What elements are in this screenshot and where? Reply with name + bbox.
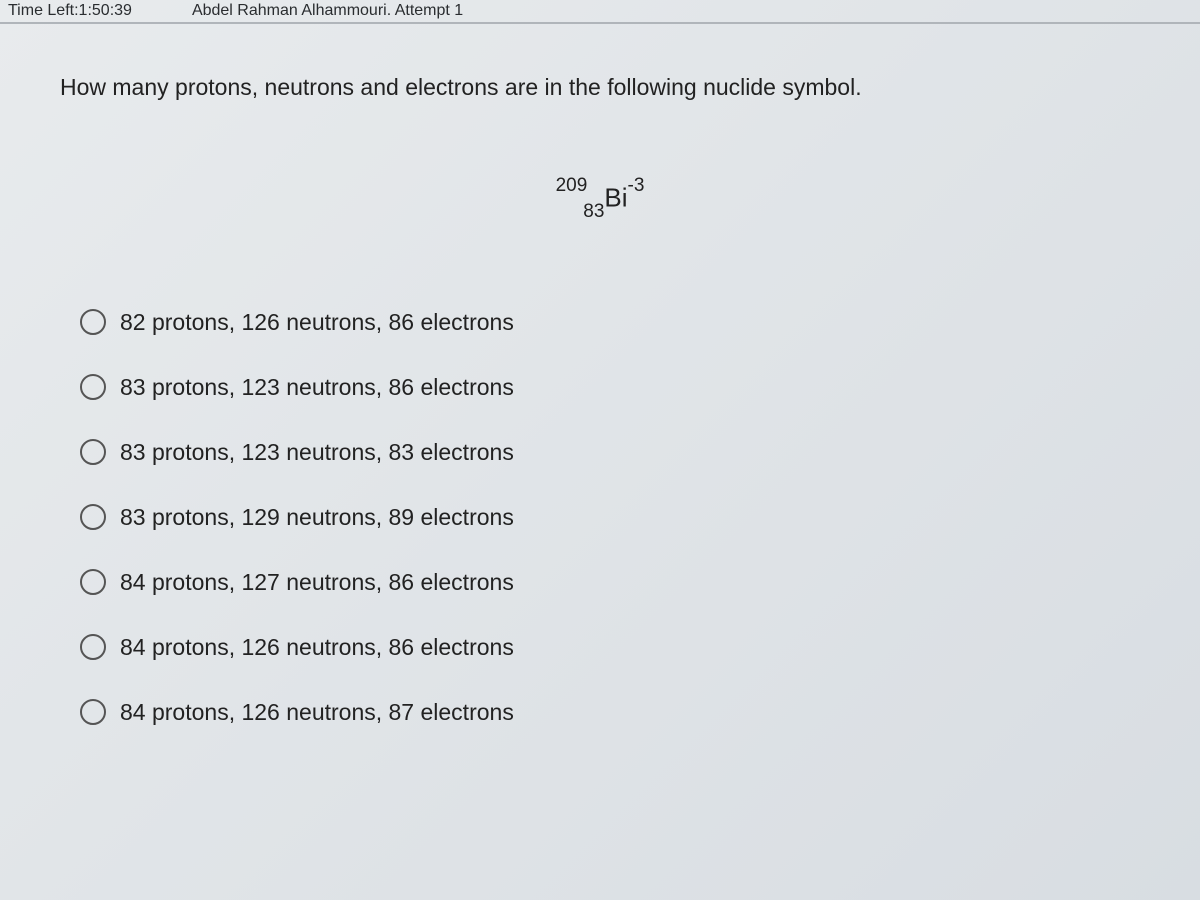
user-name: Abdel Rahman Alhammouri. Attempt 1 bbox=[192, 2, 463, 20]
mass-number: 209 bbox=[556, 175, 588, 196]
radio-icon[interactable] bbox=[80, 699, 106, 725]
option-5[interactable]: 84 protons, 127 neutrons, 86 electrons bbox=[80, 569, 1140, 596]
option-7[interactable]: 84 protons, 126 neutrons, 87 electrons bbox=[80, 699, 1140, 726]
time-left-label: Time Left: bbox=[8, 2, 79, 19]
radio-icon[interactable] bbox=[80, 309, 106, 335]
time-left: Time Left:1:50:39 bbox=[8, 2, 132, 20]
atomic-number: 83 bbox=[583, 201, 604, 222]
option-4[interactable]: 83 protons, 129 neutrons, 89 electrons bbox=[80, 504, 1140, 531]
option-text: 82 protons, 126 neutrons, 86 electrons bbox=[120, 309, 514, 336]
radio-icon[interactable] bbox=[80, 634, 106, 660]
option-3[interactable]: 83 protons, 123 neutrons, 83 electrons bbox=[80, 439, 1140, 466]
option-text: 84 protons, 126 neutrons, 86 electrons bbox=[120, 634, 514, 661]
nuclide-symbol: 20983Bi-3 bbox=[60, 181, 1140, 219]
option-6[interactable]: 84 protons, 126 neutrons, 86 electrons bbox=[80, 634, 1140, 661]
user-name-text: Abdel Rahman Alhammouri. bbox=[192, 2, 391, 19]
radio-icon[interactable] bbox=[80, 569, 106, 595]
radio-icon[interactable] bbox=[80, 504, 106, 530]
option-text: 83 protons, 123 neutrons, 86 electrons bbox=[120, 374, 514, 401]
radio-icon[interactable] bbox=[80, 439, 106, 465]
option-text: 84 protons, 126 neutrons, 87 electrons bbox=[120, 699, 514, 726]
header-bar: Time Left:1:50:39 Abdel Rahman Alhammour… bbox=[0, 0, 1200, 24]
option-text: 83 protons, 123 neutrons, 83 electrons bbox=[120, 439, 514, 466]
option-1[interactable]: 82 protons, 126 neutrons, 86 electrons bbox=[80, 309, 1140, 336]
option-2[interactable]: 83 protons, 123 neutrons, 86 electrons bbox=[80, 374, 1140, 401]
charge: -3 bbox=[628, 175, 645, 196]
radio-icon[interactable] bbox=[80, 374, 106, 400]
question-content: How many protons, neutrons and electrons… bbox=[0, 24, 1200, 766]
question-text: How many protons, neutrons and electrons… bbox=[60, 74, 1140, 101]
attempt-label: Attempt 1 bbox=[395, 2, 463, 19]
element-symbol: Bi bbox=[604, 183, 627, 213]
option-text: 84 protons, 127 neutrons, 86 electrons bbox=[120, 569, 514, 596]
options-list: 82 protons, 126 neutrons, 86 electrons 8… bbox=[60, 309, 1140, 726]
option-text: 83 protons, 129 neutrons, 89 electrons bbox=[120, 504, 514, 531]
time-left-value: 1:50:39 bbox=[79, 2, 132, 19]
